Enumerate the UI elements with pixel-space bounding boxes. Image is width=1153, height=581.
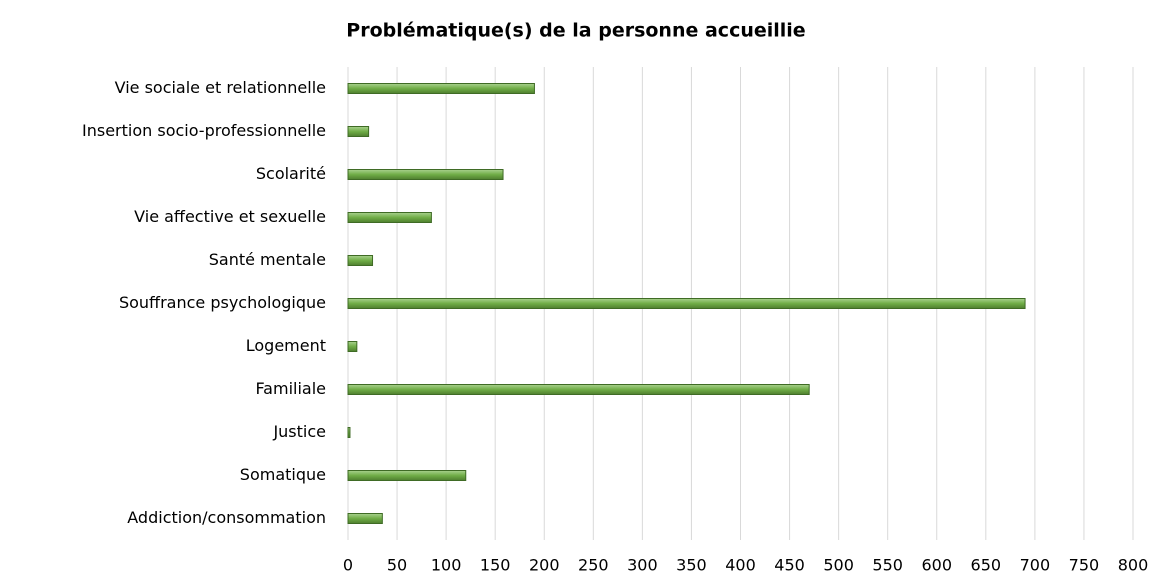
bar [347,341,358,352]
bar [347,513,383,524]
x-tick-label: 150 [480,556,511,575]
x-tick-label: 800 [1118,556,1149,575]
chart-title: Problématique(s) de la personne accueill… [346,20,805,42]
bar [347,83,535,94]
x-tick-label: 650 [971,556,1002,575]
bar [347,298,1026,309]
bar [347,126,370,137]
y-tick-label: Souffrance psychologique [119,293,326,312]
y-tick-label: Familiale [255,379,326,398]
x-tick-label: 500 [823,556,854,575]
y-tick-label: Santé mentale [209,250,326,269]
y-tick-label: Vie affective et sexuelle [134,207,326,226]
bar [347,169,504,180]
x-tick-label: 550 [872,556,903,575]
x-tick-label: 100 [431,556,462,575]
y-tick-label: Somatique [240,465,326,484]
x-tick-label: 600 [921,556,952,575]
bar [347,212,432,223]
bar [347,384,810,395]
x-tick-label: 400 [725,556,756,575]
x-tick-label: 350 [676,556,707,575]
x-tick-label: 250 [578,556,609,575]
y-tick-label: Insertion socio-professionnelle [82,121,326,140]
x-tick-label: 700 [1020,556,1051,575]
x-tick-label: 200 [529,556,560,575]
y-tick-label: Justice [272,422,326,441]
y-tick-label: Addiction/consommation [127,508,326,527]
x-tick-label: 750 [1069,556,1100,575]
bar [347,470,467,481]
y-tick-label: Logement [246,336,326,355]
y-tick-label: Scolarité [256,164,326,183]
x-tick-label: 50 [387,556,407,575]
y-tick-label: Vie sociale et relationnelle [115,78,326,97]
bar [347,255,374,266]
x-tick-label: 300 [627,556,658,575]
bar [347,427,351,438]
x-tick-label: 450 [774,556,805,575]
x-tick-label: 0 [343,556,353,575]
